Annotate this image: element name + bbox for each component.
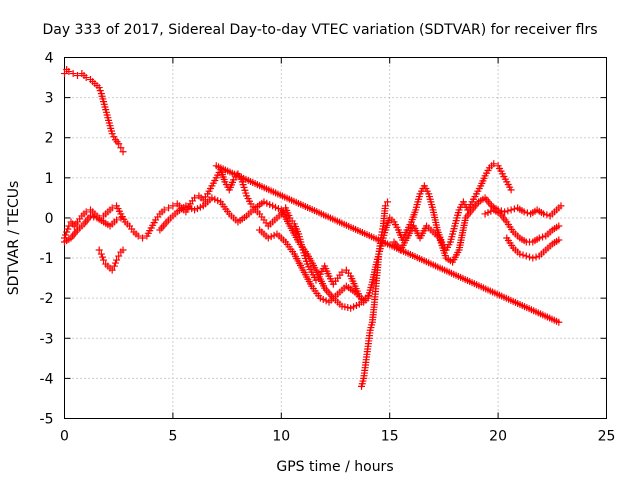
data-point (543, 211, 551, 219)
data-point (364, 292, 372, 300)
chart-title: Day 333 of 2017, Sidereal Day-to-day VTE… (42, 22, 597, 38)
data-point (97, 250, 105, 258)
data-point (61, 70, 68, 78)
data-point (110, 262, 118, 270)
data-point (119, 246, 127, 254)
x-tick-label: 15 (381, 429, 399, 445)
data-point (69, 70, 77, 78)
series-sat-track-j (503, 234, 563, 262)
data-point (381, 202, 389, 210)
grid (64, 57, 607, 419)
data-point (338, 268, 346, 276)
data-point (117, 144, 125, 152)
series-sat-track-d (95, 246, 127, 274)
data-point (519, 251, 527, 259)
data-point (360, 296, 368, 304)
data-point (529, 254, 537, 262)
series-sat-track-b (61, 160, 515, 306)
data-point (65, 68, 73, 76)
data-point (87, 212, 95, 220)
x-tick-label: 5 (168, 429, 177, 445)
series-sat-track-c (61, 212, 125, 246)
data-point (535, 234, 543, 242)
y-tick-label: -1 (40, 251, 54, 267)
data-point (74, 72, 82, 80)
series-outlier (212, 162, 563, 326)
data-point (526, 253, 534, 261)
data-point (111, 259, 119, 267)
data-point (95, 246, 103, 254)
data-point (501, 208, 509, 216)
data-point (532, 253, 540, 261)
data-point (490, 160, 498, 168)
data-point (516, 250, 524, 258)
series-sat-track-i (481, 206, 563, 246)
data-point (504, 207, 512, 215)
data-point (113, 216, 121, 224)
x-axis-label: GPS time / hours (276, 459, 393, 475)
data-point (98, 253, 106, 261)
data-point (96, 87, 104, 95)
data-point (115, 252, 123, 260)
data-point (90, 213, 98, 221)
data-point (160, 206, 168, 214)
data-point (113, 256, 121, 264)
series-sat-track-e (156, 194, 372, 312)
data-point (110, 133, 118, 141)
data-points (61, 66, 565, 390)
y-tick-label: -4 (40, 371, 54, 387)
data-point (191, 194, 199, 202)
y-tick-label: 1 (45, 171, 54, 187)
series-sat-track-g (358, 198, 392, 390)
data-point (115, 140, 123, 148)
y-tick-label: -2 (40, 291, 54, 307)
y-tick-label: 2 (45, 131, 54, 147)
data-point (117, 214, 125, 222)
data-point (108, 130, 116, 138)
data-point (169, 202, 177, 210)
data-point (108, 204, 116, 212)
x-tick-label: 25 (598, 429, 616, 445)
series-sat-track-f (256, 226, 368, 306)
data-point (384, 198, 392, 206)
y-tick-label: 0 (45, 211, 54, 227)
data-point (82, 74, 90, 82)
data-point (82, 208, 90, 216)
data-point (95, 84, 103, 92)
x-tick-label: 10 (272, 429, 290, 445)
data-point (507, 186, 515, 194)
data-point (522, 252, 530, 260)
data-point (139, 234, 147, 242)
data-point (555, 236, 563, 244)
x-tick-label: 20 (489, 429, 507, 445)
data-point (555, 222, 563, 230)
series-sat-track-a (61, 66, 127, 156)
data-point (64, 225, 72, 233)
data-point (520, 208, 528, 216)
y-tick-label: -5 (40, 412, 54, 428)
data-point (108, 266, 116, 274)
data-point (100, 256, 108, 264)
data-point (507, 206, 515, 214)
y-tick-labels: 4 3 2 1 0 -1 -2 -3 -4 -5 (40, 51, 54, 428)
data-point (165, 204, 173, 212)
y-tick-label: 3 (45, 91, 54, 107)
data-point (63, 228, 71, 236)
data-point (134, 232, 142, 240)
y-tick-label: 4 (45, 51, 54, 67)
data-point (119, 148, 127, 156)
x-tick-labels: 0 5 10 15 20 25 (60, 429, 615, 445)
x-tick-label: 0 (60, 429, 69, 445)
data-point (212, 162, 220, 170)
data-point (540, 210, 548, 218)
y-axis-label: SDTVAR / TECUs (6, 181, 22, 296)
data-point (539, 233, 547, 241)
y-tick-label: -3 (40, 331, 54, 347)
data-point (62, 231, 70, 239)
data-point (557, 202, 565, 210)
